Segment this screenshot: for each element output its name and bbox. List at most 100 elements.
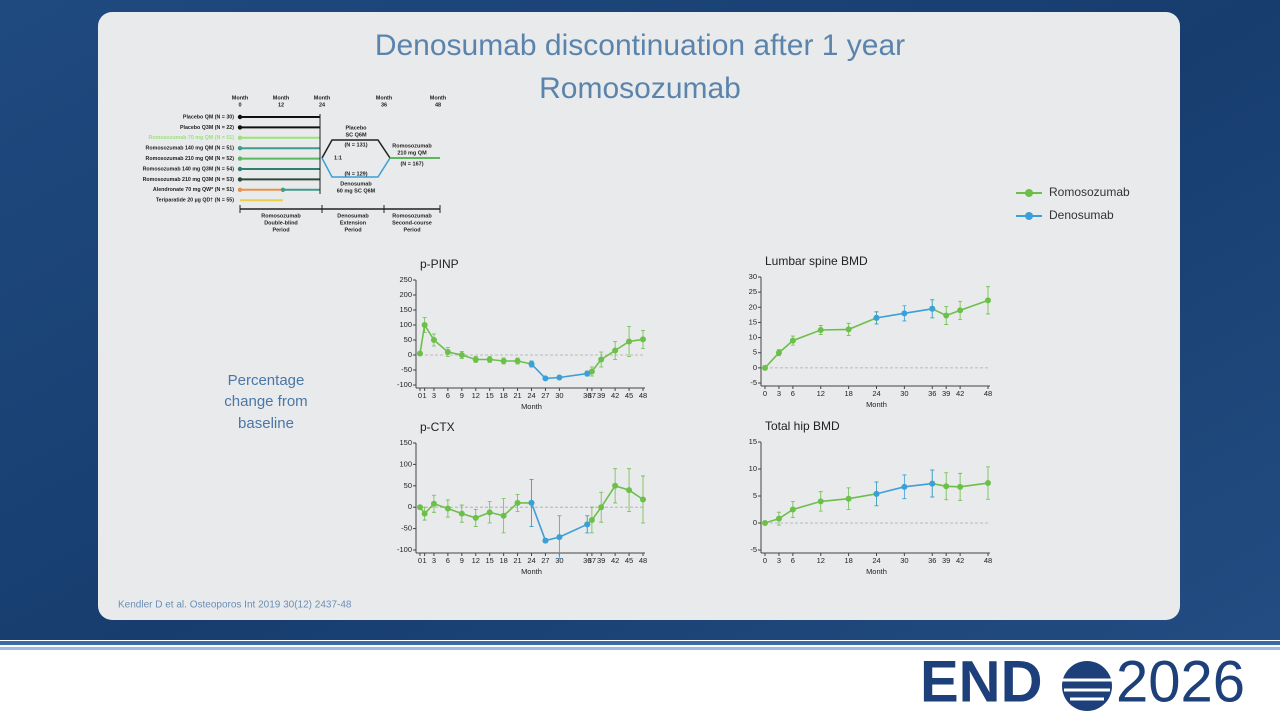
design-text: (N = 131)	[344, 142, 367, 148]
point	[588, 517, 595, 524]
y-label: Percentage	[228, 372, 305, 389]
logo-text: END	[920, 649, 1042, 714]
chart-title: p-PINP	[420, 257, 459, 271]
placebo-path	[321, 139, 391, 159]
citation: Kendler D et al. Osteoporos Int 2019 30(…	[118, 600, 352, 611]
design-text: Romosozumab	[261, 213, 301, 219]
footer-line	[0, 641, 1280, 645]
point	[762, 520, 768, 526]
point	[775, 349, 782, 356]
x-tick-label: 9	[460, 556, 464, 565]
point	[612, 347, 619, 354]
x-tick-label: 39	[942, 556, 950, 565]
arm-label: Placebo QM (N = 30)	[183, 114, 234, 120]
x-tick-label: 42	[611, 391, 619, 400]
x-tick-label: 30	[900, 389, 908, 398]
x-tick-label: 36	[928, 389, 936, 398]
y-tick-label: 0	[753, 363, 757, 372]
x-tick-label: 15	[486, 556, 494, 565]
x-tick-label: 42	[611, 556, 619, 565]
x-tick-label: 48	[639, 556, 647, 565]
y-tick-label: 5	[753, 491, 757, 500]
point	[444, 505, 451, 512]
x-tick-label: 42	[956, 556, 964, 565]
chart-title: Lumbar spine BMD	[765, 254, 868, 268]
point	[626, 338, 633, 345]
point	[929, 480, 936, 487]
arm-label: Romosozumab 70 mg QM (N = 51)	[148, 135, 234, 141]
x-tick-label: 1	[423, 556, 427, 565]
x-tick-label: 15	[486, 391, 494, 400]
slide-title: Romosozumab	[539, 72, 741, 105]
x-tick-label: 0	[418, 391, 422, 400]
x-tick-label: 48	[984, 389, 992, 398]
point	[598, 504, 605, 511]
arm-dot	[237, 177, 243, 182]
month-header: 36	[381, 102, 387, 108]
month-header: Month	[273, 95, 290, 101]
point	[957, 307, 964, 314]
point	[421, 510, 428, 517]
point	[943, 483, 950, 490]
design-text: Denosumab	[337, 213, 369, 219]
x-tick-label: 18	[844, 389, 852, 398]
arm-label: Romosozumab 140 mg Q3M (N = 54)	[143, 166, 235, 172]
x-tick-label: 30	[900, 556, 908, 565]
x-tick-label: 24	[872, 556, 880, 565]
month-header: 48	[435, 102, 441, 108]
design-text: 1:1	[334, 155, 342, 161]
y-tick-label: -5	[750, 545, 757, 554]
x-tick-label: 30	[555, 556, 563, 565]
point	[762, 364, 768, 371]
x-tick-label: 39	[597, 391, 605, 400]
legend: Romosozumab Denosumab	[1016, 185, 1130, 222]
x-tick-label: 36	[928, 556, 936, 565]
point	[901, 483, 908, 490]
point	[458, 510, 465, 517]
design-text: Period	[403, 227, 420, 233]
design-text: Double-blind	[264, 220, 298, 226]
design-text: Period	[272, 227, 289, 233]
point	[584, 521, 591, 528]
y-tick-label: 100	[399, 459, 412, 468]
y-tick-label: 150	[399, 305, 412, 314]
x-axis-label: Month	[866, 567, 887, 576]
month-header: Month	[232, 95, 249, 101]
y-tick-label: 0	[753, 518, 757, 527]
x-tick-label: 27	[541, 556, 549, 565]
point	[775, 515, 782, 522]
point	[640, 496, 646, 503]
x-tick-label: 24	[872, 389, 880, 398]
x-tick-label: 6	[446, 391, 450, 400]
x-axis-label: Month	[866, 400, 887, 409]
series-line	[764, 299, 989, 369]
y-tick-label: -100	[397, 380, 412, 389]
series-line	[530, 363, 588, 380]
arm-dot	[237, 156, 243, 161]
x-tick-label: 24	[527, 391, 535, 400]
chart-title: Total hip BMD	[765, 419, 840, 433]
point	[430, 500, 437, 507]
x-tick-label: 0	[418, 556, 422, 565]
y-tick-label: 25	[749, 287, 757, 296]
legend-label: Denosumab	[1049, 208, 1114, 222]
x-tick-label: 12	[817, 389, 825, 398]
card	[98, 12, 1180, 620]
point	[584, 370, 591, 377]
y-label: change from	[224, 393, 307, 410]
point	[901, 310, 908, 317]
x-tick-label: 30	[555, 391, 563, 400]
x-tick-label: 21	[513, 556, 521, 565]
y-tick-label: 250	[399, 275, 412, 284]
point	[943, 312, 950, 319]
y-tick-label: 200	[399, 290, 412, 299]
y-tick-label: -100	[397, 545, 412, 554]
x-tick-label: 39	[942, 389, 950, 398]
x-tick-label: 48	[984, 556, 992, 565]
y-tick-label: 0	[408, 502, 412, 511]
design-text: 60 mg SC Q6M	[337, 188, 376, 194]
x-tick-label: 36	[583, 391, 591, 400]
legend-marker	[1025, 212, 1033, 220]
y-label: baseline	[238, 415, 294, 432]
point	[514, 358, 521, 364]
